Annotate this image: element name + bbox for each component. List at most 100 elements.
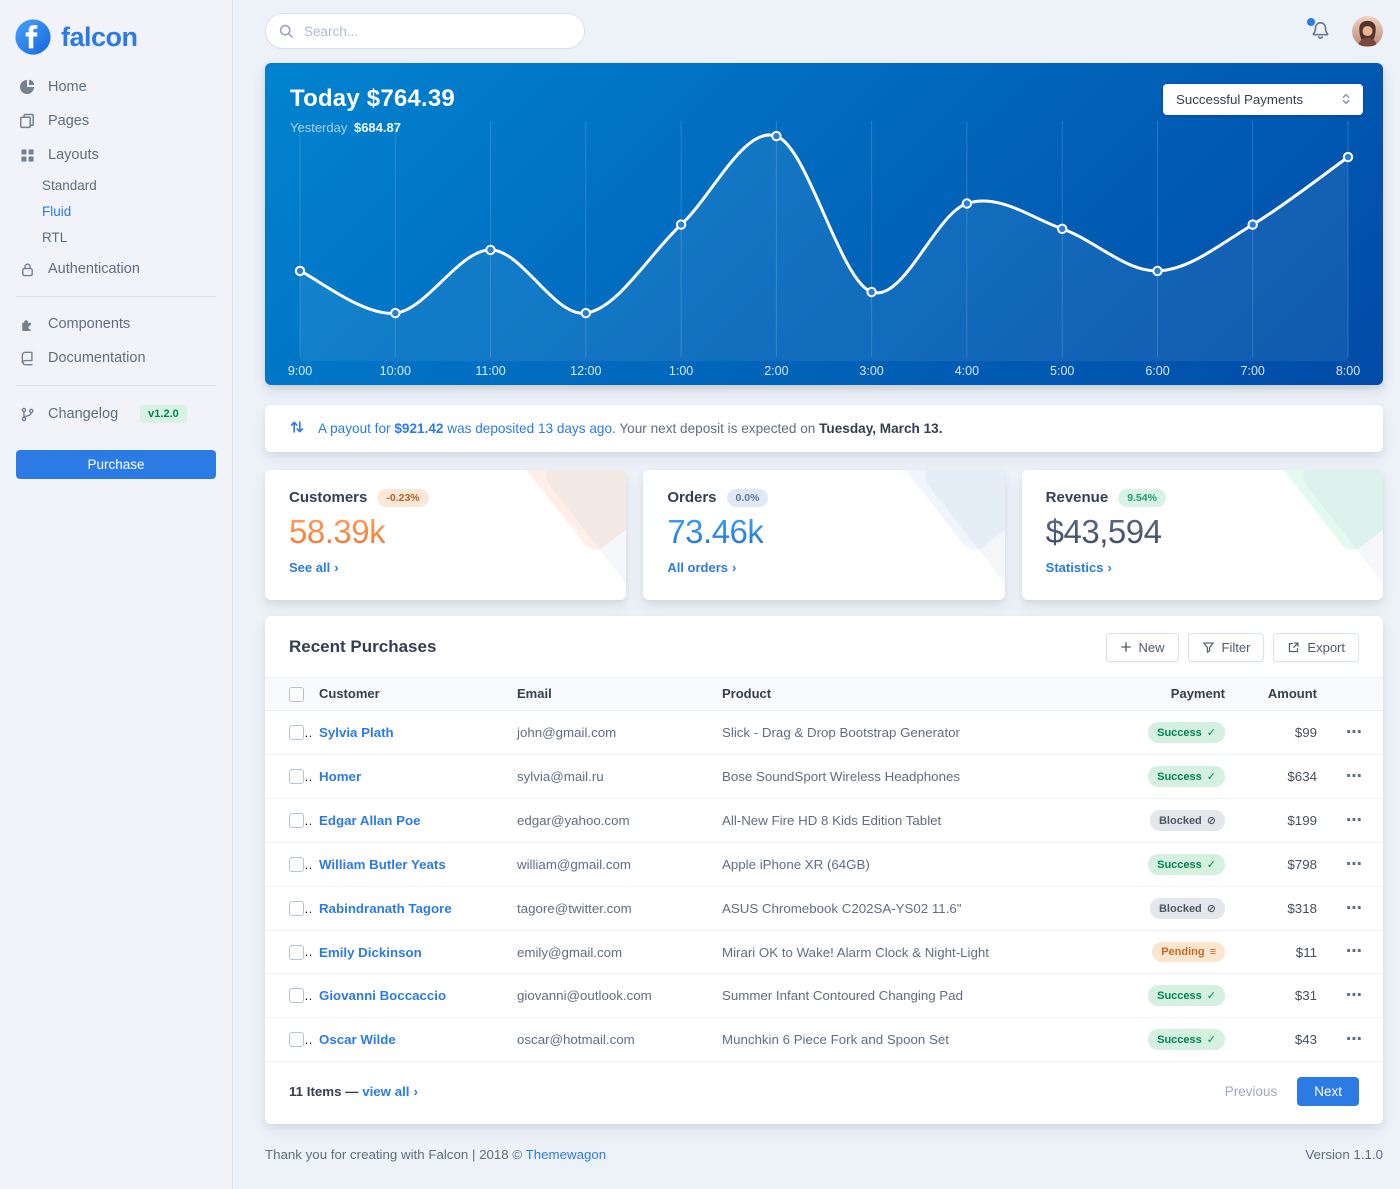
puzzle-icon (18, 316, 36, 332)
row-checkbox[interactable] (289, 769, 304, 785)
svg-text:7:00: 7:00 (1241, 364, 1265, 378)
sort-icon (1342, 94, 1350, 105)
purchase-button[interactable]: Purchase (16, 450, 216, 479)
row-actions-button[interactable]: ⋯ (1346, 767, 1362, 785)
row-checkbox[interactable] (289, 901, 304, 917)
customer-link[interactable]: Emily Dickinson (319, 944, 422, 960)
sidebar-item-changelog[interactable]: Changelog v1.2.0 (16, 396, 216, 432)
stat-value: 73.46k (667, 512, 764, 550)
customer-email: emily@gmail.com (509, 930, 714, 974)
topbar-right (1307, 15, 1383, 47)
notification-dot (1307, 18, 1315, 27)
previous-button[interactable]: Previous (1224, 1084, 1278, 1099)
export-button[interactable]: Export (1273, 632, 1359, 662)
sidebar-item-label: Components (48, 316, 131, 332)
column-header-payment[interactable]: Payment (1095, 676, 1233, 712)
sidebar-divider (16, 385, 216, 386)
payout-link[interactable]: A payout for $921.42 was deposited 13 da… (318, 420, 616, 436)
user-avatar[interactable] (1352, 15, 1383, 47)
payout-notice: A payout for $921.42 was deposited 13 da… (265, 404, 1383, 452)
code-branch-icon (18, 407, 36, 422)
customer-email: oscar@hotmail.com (509, 1017, 714, 1062)
row-checkbox[interactable] (289, 1032, 304, 1048)
sidebar-item-label: Authentication (48, 261, 140, 277)
column-header-amount[interactable]: Amount (1233, 676, 1325, 712)
pages-icon (18, 113, 36, 129)
exchange-icon (289, 419, 305, 438)
today-total: Today $764.39 (290, 85, 455, 113)
sidebar-item-rtl[interactable]: RTL (42, 229, 68, 245)
sidebar: falcon Home Pages Layouts Standard Fluid… (0, 0, 233, 1189)
sidebar-item-documentation[interactable]: Documentation (16, 341, 216, 375)
row-checkbox[interactable] (289, 813, 304, 829)
customer-link[interactable]: Oscar Wilde (319, 1032, 396, 1047)
column-header-email[interactable]: Email (509, 676, 714, 712)
pie-chart-icon (18, 79, 36, 95)
row-actions-button[interactable]: ⋯ (1346, 811, 1362, 829)
brand-name: falcon (61, 21, 138, 52)
sidebar-item-components[interactable]: Components (16, 307, 216, 341)
column-header-product[interactable]: Product (714, 676, 1095, 712)
row-actions-button[interactable]: ⋯ (1346, 855, 1362, 873)
yesterday-total: Yesterday $684.87 (290, 120, 455, 135)
search-input[interactable] (265, 13, 585, 50)
table-row: Edgar Allan Poe edgar@yahoo.com All-New … (265, 798, 1383, 843)
row-actions-button[interactable]: ⋯ (1346, 899, 1362, 917)
row-checkbox[interactable] (289, 944, 304, 960)
row-checkbox[interactable] (289, 725, 304, 741)
sidebar-item-standard[interactable]: Standard (42, 177, 97, 193)
payment-badge: Blocked ⊘ (1149, 898, 1225, 919)
themewagon-link[interactable]: Themewagon (525, 1147, 607, 1162)
stat-value: 58.39k (289, 512, 386, 550)
stat-title: Orders (667, 489, 717, 507)
product-name: All-New Fire HD 8 Kids Edition Tablet (714, 798, 1095, 843)
customer-link[interactable]: Edgar Allan Poe (319, 813, 421, 828)
customer-link[interactable]: Sylvia Plath (319, 725, 394, 740)
row-actions-button[interactable]: ⋯ (1346, 723, 1362, 741)
payment-badge: Success ✓ (1148, 854, 1225, 875)
see-all-link[interactable]: See all › (289, 559, 339, 575)
payment-badge-label: Success (1157, 858, 1202, 871)
view-all-link[interactable]: view all › (362, 1084, 418, 1099)
row-checkbox[interactable] (289, 988, 304, 1004)
statistics-link[interactable]: Statistics › (1045, 559, 1112, 575)
customer-link[interactable]: Homer (319, 769, 362, 784)
brand[interactable]: falcon (0, 14, 232, 70)
layouts-submenu: Standard Fluid RTL (16, 172, 216, 250)
sidebar-item-home[interactable]: Home (16, 70, 216, 104)
amount-cell: $11 (1233, 930, 1325, 974)
select-all-checkbox[interactable] (289, 687, 304, 702)
filter-button[interactable]: Filter (1187, 632, 1265, 662)
payments-chart: 9:00 10:00 11:00 12:00 1:00 2:00 3:00 4:00 5:00 6… (288, 120, 1360, 378)
plus-icon (1120, 642, 1131, 653)
sidebar-item-pages[interactable]: Pages (16, 104, 216, 138)
all-orders-link[interactable]: All orders › (667, 559, 737, 575)
sidebar-item-authentication[interactable]: Authentication (16, 252, 216, 286)
next-button[interactable]: Next (1297, 1077, 1359, 1106)
customer-link[interactable]: William Butler Yeats (319, 857, 446, 872)
sidebar-item-fluid[interactable]: Fluid (42, 203, 72, 219)
row-actions-button[interactable]: ⋯ (1346, 986, 1362, 1004)
svg-text:9:00: 9:00 (288, 364, 312, 378)
new-button[interactable]: New (1105, 632, 1179, 662)
payment-badge: Success ✓ (1148, 985, 1225, 1006)
customer-link[interactable]: Rabindranath Tagore (319, 901, 452, 916)
notifications-button[interactable] (1307, 18, 1332, 44)
sidebar-item-label: Changelog (48, 406, 119, 422)
product-name: Bose SoundSport Wireless Headphones (714, 754, 1095, 799)
ban-icon: ⊘ (1206, 903, 1216, 915)
filter-icon (1202, 642, 1214, 653)
payment-badge-label: Blocked (1158, 902, 1202, 915)
row-actions-button[interactable]: ⋯ (1346, 1030, 1362, 1048)
payments-filter-select[interactable]: Successful Payments (1163, 83, 1363, 115)
customer-link[interactable]: Giovanni Boccaccio (319, 988, 447, 1003)
stat-cards: Customers -0.23% 58.39k See all › Orders … (265, 469, 1383, 600)
payment-badge-label: Success (1157, 726, 1202, 739)
payment-badge-label: Success (1157, 989, 1202, 1002)
check-icon: ✓ (1206, 727, 1216, 739)
sidebar-item-layouts[interactable]: Layouts (16, 138, 216, 172)
column-header-customer[interactable]: Customer (311, 676, 509, 712)
payment-badge: Success ✓ (1148, 722, 1225, 743)
row-checkbox[interactable] (289, 857, 304, 873)
row-actions-button[interactable]: ⋯ (1346, 943, 1362, 960)
